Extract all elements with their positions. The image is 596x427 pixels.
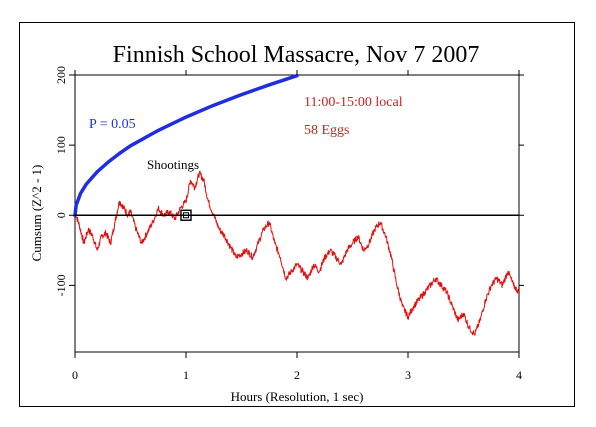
- event-marker-inner: [183, 212, 189, 219]
- y-tick-label: 200: [54, 66, 68, 84]
- event-marker: [180, 209, 192, 221]
- x-axis-ticks: 0 1 2 3 4: [72, 70, 522, 382]
- cumsum-series: [74, 170, 520, 336]
- event-marker-outer: [180, 209, 192, 221]
- y-tick-label: -100: [54, 274, 68, 296]
- x-tick-label: 4: [516, 368, 522, 382]
- x-tick-label: 0: [72, 368, 78, 382]
- eggs-count-label: 58 Eggs: [304, 123, 350, 138]
- time-window-label: 11:00-15:00 local: [304, 95, 403, 110]
- p-curve-series: [73, 73, 299, 218]
- x-tick-label: 3: [405, 368, 411, 382]
- chart-title: Finnish School Massacre, Nov 7 2007: [113, 42, 480, 68]
- y-axis-label: Cumsum (Z^2 - 1): [29, 165, 44, 262]
- p-curve-line: [73, 73, 299, 218]
- x-tick-label: 1: [183, 368, 189, 382]
- cumsum-line: [74, 170, 520, 336]
- x-axis-label: Hours (Resolution, 1 sec): [231, 389, 364, 404]
- y-tick-label: 100: [54, 136, 68, 154]
- y-tick-label: 0: [54, 212, 68, 218]
- event-label: Shootings: [147, 157, 199, 172]
- p-value-label: P = 0.05: [89, 117, 136, 132]
- x-tick-label: 2: [294, 368, 300, 382]
- y-axis-ticks: -100 0 100 200: [54, 66, 524, 296]
